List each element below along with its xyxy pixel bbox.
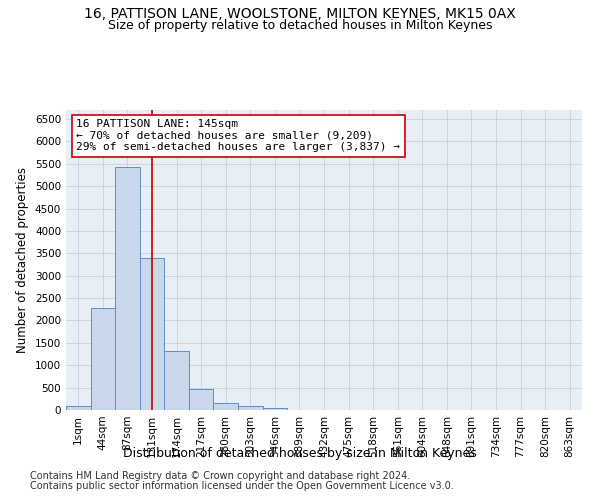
Bar [115,168,140,410]
Y-axis label: Number of detached properties: Number of detached properties [16,167,29,353]
Bar [164,352,189,410]
Bar [214,402,238,410]
Bar [238,406,263,410]
Bar [263,408,287,410]
Bar [91,308,115,410]
Text: Distribution of detached houses by size in Milton Keynes: Distribution of detached houses by size … [123,448,477,460]
Text: 16 PATTISON LANE: 145sqm
← 70% of detached houses are smaller (9,209)
29% of sem: 16 PATTISON LANE: 145sqm ← 70% of detach… [76,119,400,152]
Text: Size of property relative to detached houses in Milton Keynes: Size of property relative to detached ho… [108,18,492,32]
Bar [189,388,214,410]
Bar [140,258,164,410]
Text: 16, PATTISON LANE, WOOLSTONE, MILTON KEYNES, MK15 0AX: 16, PATTISON LANE, WOOLSTONE, MILTON KEY… [84,8,516,22]
Text: Contains public sector information licensed under the Open Government Licence v3: Contains public sector information licen… [30,481,454,491]
Text: Contains HM Land Registry data © Crown copyright and database right 2024.: Contains HM Land Registry data © Crown c… [30,471,410,481]
Bar [66,406,91,410]
